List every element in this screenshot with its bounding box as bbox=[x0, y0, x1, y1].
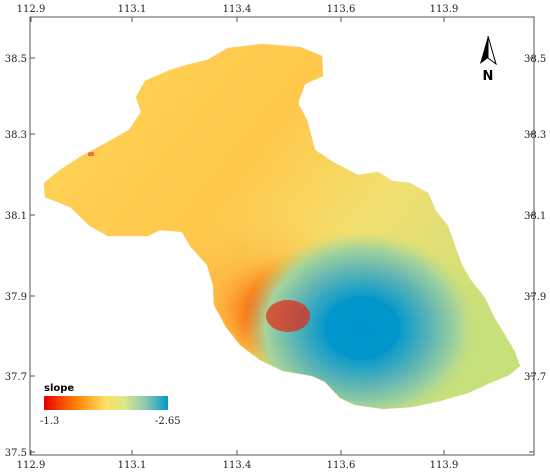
y-tick-left: 37.7 bbox=[5, 372, 27, 383]
y-tick-right: 37.9 bbox=[524, 292, 546, 303]
frame-ticks bbox=[30, 17, 534, 455]
legend: slope -1.3 -2.65 bbox=[40, 383, 181, 427]
north-arrow-icon: N bbox=[480, 35, 497, 84]
y-tick-left: 38.3 bbox=[5, 130, 27, 141]
y-axis-left: 38.5 38.3 38.1 37.9 37.7 37.5 bbox=[5, 54, 27, 459]
y-tick-left: 38.5 bbox=[5, 54, 27, 65]
y-tick-right: 38.3 bbox=[524, 130, 546, 141]
x-tick-top: 113.1 bbox=[118, 4, 147, 15]
legend-max-label: -2.65 bbox=[155, 416, 181, 427]
x-tick-bottom: 113.9 bbox=[430, 460, 459, 471]
x-tick-top: 113.9 bbox=[430, 4, 459, 15]
legend-min-label: -1.3 bbox=[40, 416, 59, 427]
x-tick-top: 113.4 bbox=[223, 4, 252, 15]
legend-title: slope bbox=[44, 383, 74, 394]
blue-core bbox=[324, 296, 400, 360]
y-tick-left: 37.9 bbox=[5, 292, 27, 303]
x-tick-bottom: 112.9 bbox=[17, 460, 46, 471]
y-tick-right: 38.5 bbox=[524, 54, 546, 65]
y-tick-right: 37.7 bbox=[524, 372, 546, 383]
y-tick-left: 38.1 bbox=[5, 211, 27, 222]
x-tick-bottom: 113.4 bbox=[223, 460, 252, 471]
y-tick-left: 37.5 bbox=[5, 448, 27, 459]
red-core bbox=[266, 300, 310, 332]
y-axis-right: 38.5 38.3 38.1 37.9 37.7 bbox=[524, 54, 546, 383]
legend-colorbar bbox=[44, 396, 168, 410]
region-outline bbox=[43, 43, 521, 410]
x-tick-bottom: 113.1 bbox=[118, 460, 147, 471]
x-tick-top: 113.6 bbox=[327, 4, 356, 15]
north-label: N bbox=[483, 69, 494, 84]
red-speck bbox=[88, 152, 94, 156]
x-tick-top: 112.9 bbox=[17, 4, 46, 15]
x-tick-bottom: 113.6 bbox=[327, 460, 356, 471]
x-axis-top: 112.9 113.1 113.4 113.6 113.9 bbox=[17, 4, 459, 15]
y-tick-right: 38.1 bbox=[524, 211, 546, 222]
x-axis-bottom: 112.9 113.1 113.4 113.6 113.9 bbox=[17, 460, 459, 471]
